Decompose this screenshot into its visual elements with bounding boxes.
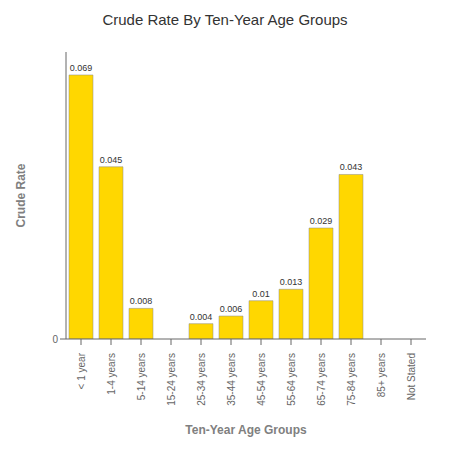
svg-text:0.008: 0.008 [130, 296, 153, 306]
svg-text:0.029: 0.029 [310, 216, 333, 226]
svg-text:1-4 years: 1-4 years [106, 353, 117, 395]
svg-text:75-84 years: 75-84 years [346, 353, 357, 406]
svg-text:0.043: 0.043 [340, 162, 363, 172]
svg-text:Not Stated: Not Stated [406, 353, 417, 400]
svg-text:Ten-Year Age Groups: Ten-Year Age Groups [185, 423, 307, 437]
svg-text:< 1 year: < 1 year [76, 352, 87, 389]
svg-text:55-64 years: 55-64 years [286, 353, 297, 406]
svg-text:0: 0 [52, 334, 58, 345]
svg-text:0.01: 0.01 [252, 289, 270, 299]
svg-text:5-14 years: 5-14 years [136, 353, 147, 400]
svg-text:Crude Rate: Crude Rate [14, 163, 28, 227]
svg-text:85+ years: 85+ years [376, 353, 387, 397]
svg-text:0.013: 0.013 [280, 277, 303, 287]
svg-text:0.004: 0.004 [190, 312, 213, 322]
svg-text:15-24 years: 15-24 years [166, 353, 177, 406]
svg-text:35-44 years: 35-44 years [226, 353, 237, 406]
svg-text:65-74 years: 65-74 years [316, 353, 327, 406]
svg-text:0.006: 0.006 [220, 304, 243, 314]
svg-text:45-54 years: 45-54 years [256, 353, 267, 406]
svg-text:25-34 years: 25-34 years [196, 353, 207, 406]
html-text:Crude Rate By Ten-Year Age Gro: Crude Rate By Ten-Year Age Groups [102, 11, 348, 28]
svg-text:0.045: 0.045 [100, 155, 123, 165]
svg-text:0.069: 0.069 [70, 63, 93, 73]
